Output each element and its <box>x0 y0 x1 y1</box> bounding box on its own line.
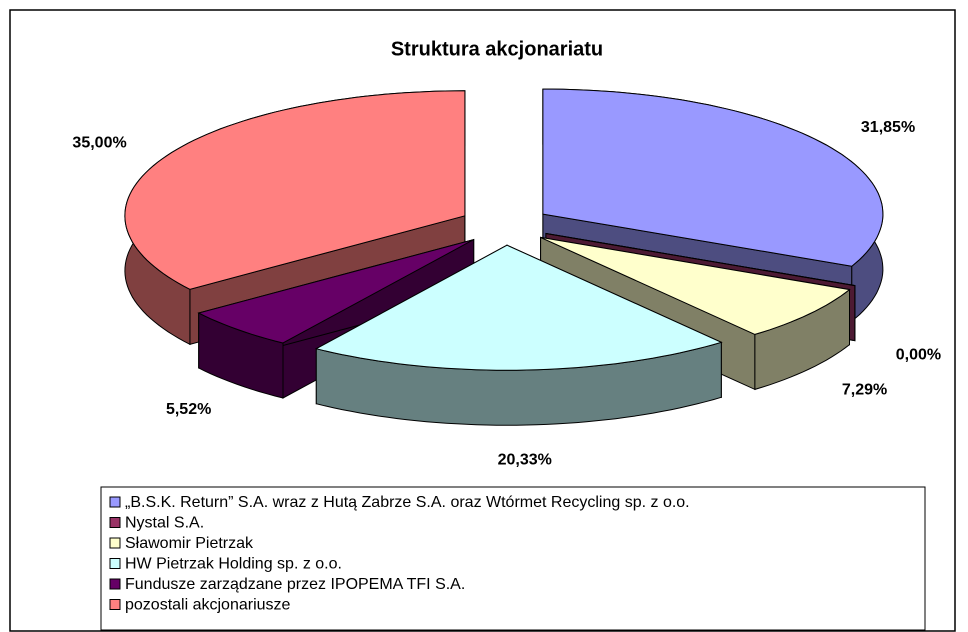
legend-box <box>100 486 926 631</box>
pie-slice <box>540 236 851 335</box>
pie-slice <box>542 88 884 267</box>
legend-swatch <box>109 517 121 528</box>
legend-swatch <box>109 496 121 508</box>
legend-label: Fundusze zarządzane przez IPOPEMA TFI S.… <box>125 576 465 593</box>
data-label: 35,00% <box>72 134 126 151</box>
legend-label: Sławomir Pietrzak <box>125 535 254 552</box>
data-label: 7,29% <box>842 382 887 399</box>
legend-swatch <box>109 537 121 549</box>
pie-slice <box>545 233 855 287</box>
chart-title: Struktura akcjonariatu <box>391 38 603 60</box>
data-label: 20,33% <box>498 451 552 468</box>
legend-swatch <box>109 558 121 569</box>
legend-swatch <box>109 599 121 610</box>
pie-slice <box>124 90 466 290</box>
data-label: 0,00% <box>896 346 941 363</box>
pie-slice <box>197 239 474 344</box>
data-label: 5,52% <box>166 401 211 418</box>
pie-slice <box>314 244 723 371</box>
legend-label: Nystal S.A. <box>125 515 204 532</box>
legend-label: pozostali akcjonariusze <box>125 597 291 614</box>
legend-swatch <box>109 578 121 590</box>
legend-label: „B.S.K. Return” S.A. wraz z Hutą Zabrze … <box>125 494 690 511</box>
legend-label: HW Pietrzak Holding sp. z o.o. <box>125 556 342 573</box>
data-label: 31,85% <box>861 119 915 136</box>
